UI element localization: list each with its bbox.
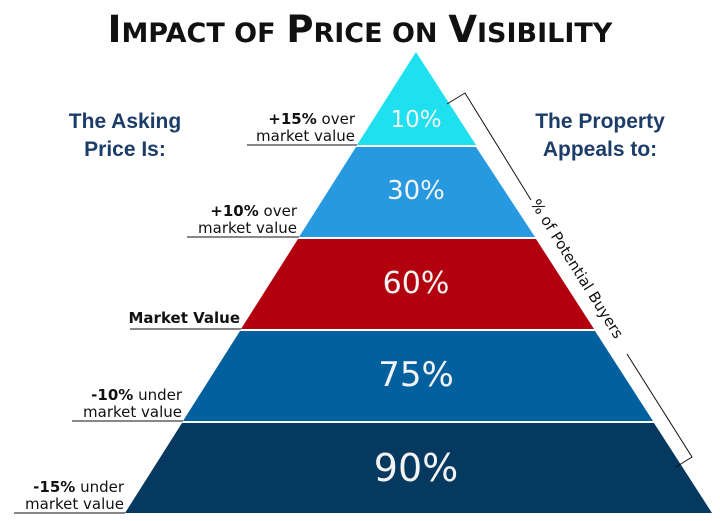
tier-2-percent: 30%: [387, 176, 445, 206]
title-initial-1: I: [107, 8, 122, 51]
tier-3-percent: 60%: [382, 266, 450, 301]
price-qualifier: under: [75, 478, 124, 496]
heading-left-line-2: Price Is:: [84, 138, 166, 161]
price-label-line-2: market value: [25, 495, 124, 513]
tier-3-band: [241, 239, 594, 329]
tier-1-percent: 10%: [390, 107, 442, 133]
bracket-line-top: [446, 92, 532, 201]
price-label-tier-1: +15% over market value: [200, 111, 355, 145]
title-initial-3: V: [448, 8, 477, 51]
price-label-tier-5: -15% under market value: [0, 479, 124, 513]
heading-right-line-1: The Property: [535, 110, 665, 133]
price-label-line-2: market value: [198, 219, 297, 237]
price-value: Market Value: [128, 309, 241, 327]
bracket-line-bottom: [626, 353, 693, 468]
tier-4-percent: 75%: [378, 355, 454, 395]
price-label-line-2: market value: [256, 127, 355, 145]
price-qualifier: under: [133, 386, 182, 404]
heading-left-line-1: The Asking: [68, 110, 182, 133]
price-value: +10%: [210, 202, 259, 220]
price-label-tier-4: -10% under market value: [30, 387, 182, 421]
price-qualifier: over: [258, 202, 297, 220]
price-label-tier-2: +10% over market value: [140, 203, 297, 237]
price-value: -15%: [33, 478, 76, 496]
tier-5-band: [125, 423, 712, 513]
tier-5-percent: 90%: [373, 446, 459, 490]
price-value: -10%: [91, 386, 134, 404]
property-appeals-heading: The Property Appeals to:: [510, 108, 690, 164]
price-label-line-2: market value: [83, 403, 182, 421]
asking-price-heading: The Asking Price Is:: [40, 108, 210, 164]
title-word-3: isibility: [476, 18, 613, 49]
title-word-1: mpact of: [121, 18, 276, 49]
title-word-2: rice on: [313, 18, 438, 49]
tier-2-band: [299, 147, 535, 237]
price-label-tier-3: Market Value: [90, 309, 241, 327]
page-title: Impact of Price on Visibility: [0, 8, 720, 51]
tier-4-band: [183, 331, 653, 421]
price-qualifier: over: [316, 110, 355, 128]
tier-1-band: [357, 52, 476, 145]
title-initial-2: P: [286, 8, 314, 51]
heading-right-line-2: Appeals to:: [542, 138, 658, 161]
price-value: +15%: [268, 110, 317, 128]
